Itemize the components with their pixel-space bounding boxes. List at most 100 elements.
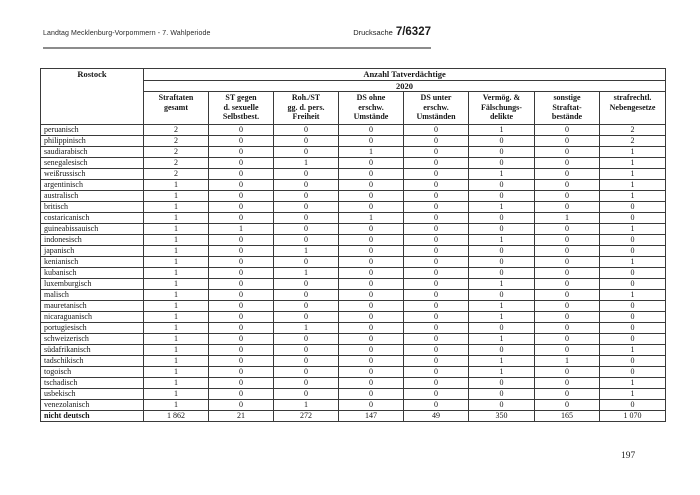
row-value: 0 [208, 322, 274, 334]
row-value: 0 [208, 168, 274, 180]
table-row: guineabissauisch 1 1 0 0 0 0 0 1 [40, 223, 667, 235]
row-value: 0 [468, 212, 535, 224]
row-label: luxemburgisch [40, 278, 144, 290]
row-value: 0 [338, 190, 404, 202]
row-label: tadschikisch [40, 355, 144, 367]
row-value: 0 [598, 300, 667, 312]
row-value: 0 [468, 146, 535, 158]
row-value: 0 [468, 223, 535, 235]
row-label: nicaraguanisch [40, 311, 144, 323]
table-row: malisch 1 0 0 0 0 0 0 1 [40, 289, 667, 301]
row-value: 1 [143, 201, 209, 213]
row-value: 0 [338, 223, 404, 235]
row-value: 1 [468, 355, 535, 367]
row-value: 0 [534, 256, 600, 268]
row-value: 1 [598, 256, 667, 268]
row-value: 0 [208, 135, 274, 147]
row-value: 0 [273, 289, 339, 301]
row-value: 0 [338, 267, 404, 279]
row-value: 1 [143, 322, 209, 334]
row-value: 0 [273, 366, 339, 378]
row-value: 1 [143, 256, 209, 268]
row-value: 0 [338, 278, 404, 290]
row-value: 0 [534, 124, 600, 136]
row-value: 0 [338, 245, 404, 257]
table-row: saudiarabisch 2 0 0 1 0 0 0 1 [40, 146, 667, 158]
row-value: 0 [598, 322, 667, 334]
row-value: 0 [598, 234, 667, 246]
row-label: senegalesisch [40, 157, 144, 169]
row-value: 0 [208, 344, 274, 356]
row-value: 0 [403, 399, 469, 411]
row-value: 0 [273, 333, 339, 345]
table-row: tschadisch 1 0 0 0 0 0 0 1 [40, 377, 667, 389]
row-label: philippinisch [40, 135, 144, 147]
row-value: 0 [534, 190, 600, 202]
row-value: 1 [143, 333, 209, 345]
row-value: 0 [534, 278, 600, 290]
drucksache-heading: Drucksache 7/6327 [353, 26, 431, 38]
row-value: 0 [273, 377, 339, 389]
table-row: britisch 1 0 0 0 0 1 0 0 [40, 201, 667, 213]
row-label: guineabissauisch [40, 223, 144, 235]
table-row: tadschikisch 1 0 0 0 0 1 1 0 [40, 355, 667, 367]
row-value: 2 [598, 135, 667, 147]
row-value: 0 [273, 146, 339, 158]
row-value: 1 [143, 223, 209, 235]
row-value: 0 [534, 377, 600, 389]
row-value: 0 [468, 245, 535, 257]
row-value: 0 [208, 267, 274, 279]
table-span-title: Anzahl Tatverdächtige [142, 68, 667, 81]
column-header: DS ohne erschw. Umstände [338, 91, 404, 125]
row-value: 0 [273, 223, 339, 235]
row-value: 2 [143, 135, 209, 147]
table-row: portugiesisch 1 0 1 0 0 0 0 0 [40, 322, 667, 334]
row-value: 2 [143, 168, 209, 180]
table-row: weißrussisch 2 0 0 0 0 1 0 1 [40, 168, 667, 180]
row-value: 1 [468, 278, 535, 290]
running-header: Landtag Mecklenburg-Vorpommern - 7. Wahl… [43, 26, 431, 38]
row-value: 1 [143, 245, 209, 257]
row-value: 0 [338, 377, 404, 389]
column-header: sonstige Straftat- bestände [534, 91, 600, 125]
row-value: 21 [208, 410, 274, 422]
table-row: nicaraguanisch 1 0 0 0 0 1 0 0 [40, 311, 667, 323]
row-value: 0 [403, 245, 469, 257]
table-row: südafrikanisch 1 0 0 0 0 0 0 1 [40, 344, 667, 356]
row-value: 1 [534, 355, 600, 367]
row-value: 0 [403, 135, 469, 147]
row-value: 0 [598, 399, 667, 411]
row-value: 0 [208, 399, 274, 411]
row-label: togoisch [40, 366, 144, 378]
row-value: 1 [273, 157, 339, 169]
row-value: 0 [468, 388, 535, 400]
table-row: senegalesisch 2 0 1 0 0 0 0 1 [40, 157, 667, 169]
row-value: 1 [273, 322, 339, 334]
row-value: 0 [534, 344, 600, 356]
row-value: 0 [403, 289, 469, 301]
drucksache-label: Drucksache [353, 28, 393, 37]
row-value: 0 [338, 300, 404, 312]
row-value: 1 [143, 388, 209, 400]
column-header: Roh./ST gg. d. pers. Freiheit [273, 91, 339, 125]
column-header: Vermög. & Fälschungs- delikte [468, 91, 535, 125]
row-value: 0 [403, 366, 469, 378]
row-value: 0 [534, 289, 600, 301]
row-value: 0 [534, 388, 600, 400]
row-value: 0 [598, 333, 667, 345]
row-value: 1 [468, 333, 535, 345]
row-value: 0 [534, 267, 600, 279]
drucksache-number: 7/6327 [395, 26, 431, 38]
row-value: 0 [468, 322, 535, 334]
row-value: 0 [403, 157, 469, 169]
row-value: 1 [143, 212, 209, 224]
row-value: 0 [403, 311, 469, 323]
table-row: australisch 1 0 0 0 0 0 0 1 [40, 190, 667, 202]
row-value: 1 [143, 355, 209, 367]
row-value: 1 [143, 311, 209, 323]
row-value: 0 [208, 256, 274, 268]
row-value: 0 [338, 366, 404, 378]
row-value: 1 [468, 311, 535, 323]
column-header: strafrechtl. Nebengesetze [598, 91, 667, 125]
row-value: 0 [534, 168, 600, 180]
